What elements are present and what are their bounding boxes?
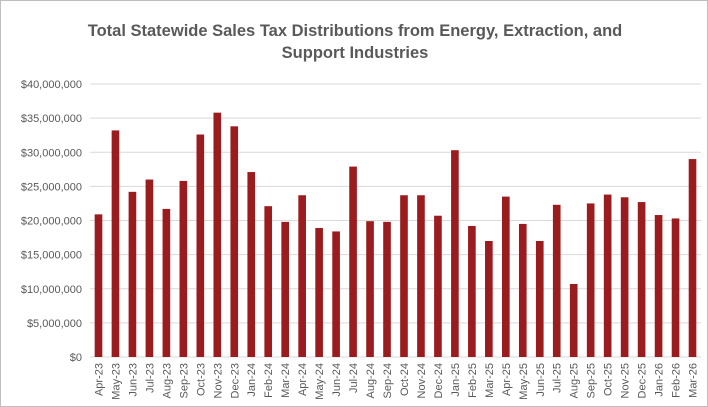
bar-jul-25 <box>552 204 561 357</box>
x-tick-label: Nov-25 <box>620 363 632 398</box>
bar-jul-23 <box>145 179 154 357</box>
x-tick-label: Jul-24 <box>348 363 360 393</box>
bar-sep-25 <box>586 203 595 357</box>
bar-jan-26 <box>654 215 663 357</box>
y-tick-label: $30,000,000 <box>21 147 82 159</box>
bar-aug-25 <box>569 283 578 357</box>
x-tick-label: Oct-23 <box>195 363 207 396</box>
bar-dec-25 <box>637 202 646 357</box>
bar-mar-26 <box>688 159 697 357</box>
y-tick-label: $15,000,000 <box>21 250 82 262</box>
bar-oct-25 <box>603 194 612 357</box>
bar-dec-23 <box>230 126 239 357</box>
x-tick-label: Sep-25 <box>586 363 598 398</box>
x-tick-label: May-23 <box>110 363 122 400</box>
bar-nov-24 <box>417 195 425 357</box>
x-tick-label: Feb-26 <box>671 363 683 398</box>
y-tick-label: $0 <box>70 352 82 364</box>
bar-oct-23 <box>196 134 205 357</box>
bar-feb-24 <box>264 206 273 357</box>
y-tick-label: $35,000,000 <box>21 113 82 125</box>
x-tick-label: Dec-24 <box>433 363 445 398</box>
bar-nov-25 <box>620 197 629 357</box>
bar-oct-24 <box>400 195 408 357</box>
x-tick-label: Mar-24 <box>280 363 292 398</box>
x-tick-label: Apr-23 <box>93 363 105 396</box>
bar-nov-23 <box>213 112 222 357</box>
bar-feb-25 <box>468 225 476 357</box>
bar-mar-25 <box>485 240 493 357</box>
y-tick-label: $25,000,000 <box>21 181 82 193</box>
chart-title-line-2: Support Industries <box>281 44 429 62</box>
gridlines <box>90 83 701 358</box>
bar-may-23 <box>111 130 120 357</box>
x-tick-label: Nov-24 <box>416 363 428 398</box>
x-tick-label: Apr-24 <box>297 363 309 396</box>
bar-feb-26 <box>671 218 680 357</box>
bar-sep-23 <box>179 180 188 357</box>
chart-title: Total Statewide Sales Tax Distributions … <box>1 20 708 64</box>
x-tick-label: Jan-26 <box>654 363 666 397</box>
bars <box>94 112 697 357</box>
bar-may-24 <box>315 228 323 357</box>
x-tick-label: May-24 <box>314 363 326 400</box>
x-tick-label: Jun-23 <box>127 363 139 397</box>
x-tick-label: Feb-24 <box>263 363 275 398</box>
bar-sep-24 <box>383 221 391 357</box>
bar-apr-24 <box>298 195 306 357</box>
bar-aug-24 <box>366 221 374 357</box>
chart-title-line-1: Total Statewide Sales Tax Distributions … <box>87 22 623 40</box>
x-tick-label: Jul-25 <box>552 363 564 393</box>
bar-may-25 <box>518 223 527 357</box>
bar-jan-24 <box>247 172 256 357</box>
x-tick-label: May-25 <box>518 363 530 400</box>
x-tick-label: Jun-25 <box>535 363 547 397</box>
bar-jul-24 <box>349 166 357 357</box>
x-axis-ticks: Apr-23 May-23 Jun-23 Jul-23 Aug-23 Sep-23 Oct-… <box>93 363 699 400</box>
y-tick-label: $10,000,000 <box>21 284 82 296</box>
bar-jun-25 <box>535 240 544 357</box>
x-tick-label: Nov-23 <box>212 363 224 398</box>
x-tick-label: Sep-23 <box>178 363 190 398</box>
bar-jun-24 <box>332 231 340 357</box>
y-tick-label: $20,000,000 <box>21 216 82 228</box>
x-tick-label: Jan-24 <box>246 363 258 397</box>
x-tick-label: Oct-24 <box>399 363 411 396</box>
x-tick-label: Feb-25 <box>467 363 479 398</box>
x-tick-label: Jan-25 <box>450 363 462 397</box>
x-tick-label: Dec-25 <box>637 363 649 398</box>
y-tick-label: $5,000,000 <box>27 318 82 330</box>
y-tick-label: $40,000,000 <box>21 79 82 91</box>
x-tick-label: Aug-24 <box>365 363 377 398</box>
x-tick-label: Aug-23 <box>161 363 173 398</box>
bar-aug-23 <box>162 208 171 357</box>
x-tick-label: Mar-25 <box>484 363 496 398</box>
x-tick-label: Mar-26 <box>688 363 700 398</box>
bar-jan-25 <box>451 150 459 357</box>
bar-apr-25 <box>502 196 510 357</box>
x-tick-label: Dec-23 <box>229 363 241 398</box>
bar-mar-24 <box>281 221 289 357</box>
x-tick-label: Jun-24 <box>331 363 343 397</box>
bar-dec-24 <box>434 215 442 357</box>
x-tick-label: Oct-25 <box>603 363 615 396</box>
y-axis-ticks: $0 $5,000,000 $10,000,000 $15,000,000 $20,00… <box>21 79 82 364</box>
bar-apr-23 <box>94 214 103 357</box>
x-tick-label: Sep-24 <box>382 363 394 398</box>
x-tick-label: Aug-25 <box>569 363 581 398</box>
bar-jun-23 <box>128 191 137 357</box>
x-tick-label: Jul-23 <box>144 363 156 393</box>
x-tick-label: Apr-25 <box>501 363 513 396</box>
